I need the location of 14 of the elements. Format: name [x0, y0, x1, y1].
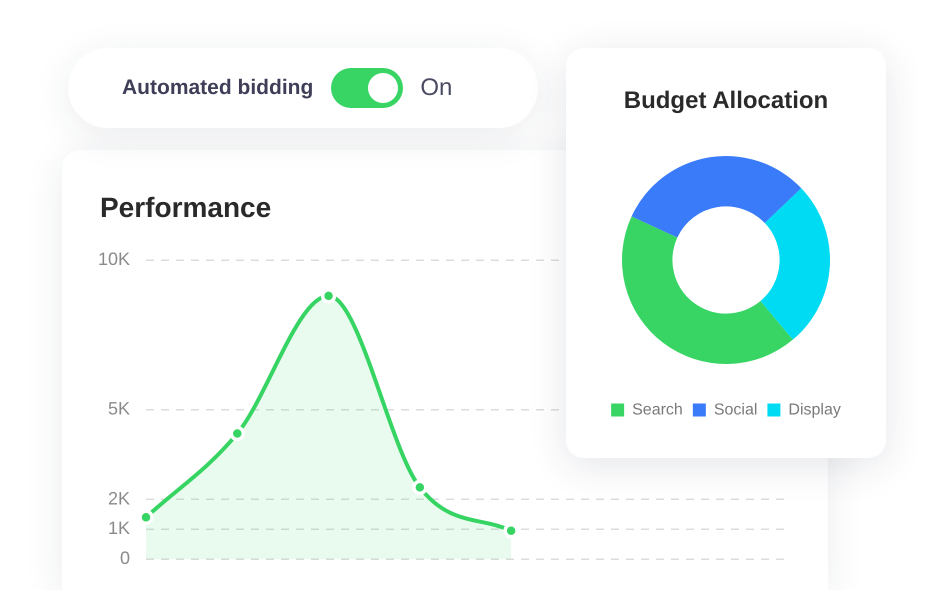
point	[230, 426, 246, 442]
text: Automated bidding	[122, 76, 314, 100]
chart-title: Budget Allocation	[622, 87, 830, 115]
y-tick-label: 10K	[98, 248, 130, 269]
y-tick-label: 0	[120, 548, 130, 568]
legend-label: Social	[714, 401, 758, 418]
y-tick-label: 2K	[108, 488, 130, 508]
y-tick-label: 1K	[108, 518, 130, 538]
legend-label: Search	[632, 401, 683, 418]
point	[412, 480, 428, 496]
y-tick-label: 5K	[108, 398, 130, 419]
text: On	[420, 74, 452, 102]
legend-label: Display	[788, 401, 841, 418]
chart-title: Performance	[100, 192, 272, 224]
